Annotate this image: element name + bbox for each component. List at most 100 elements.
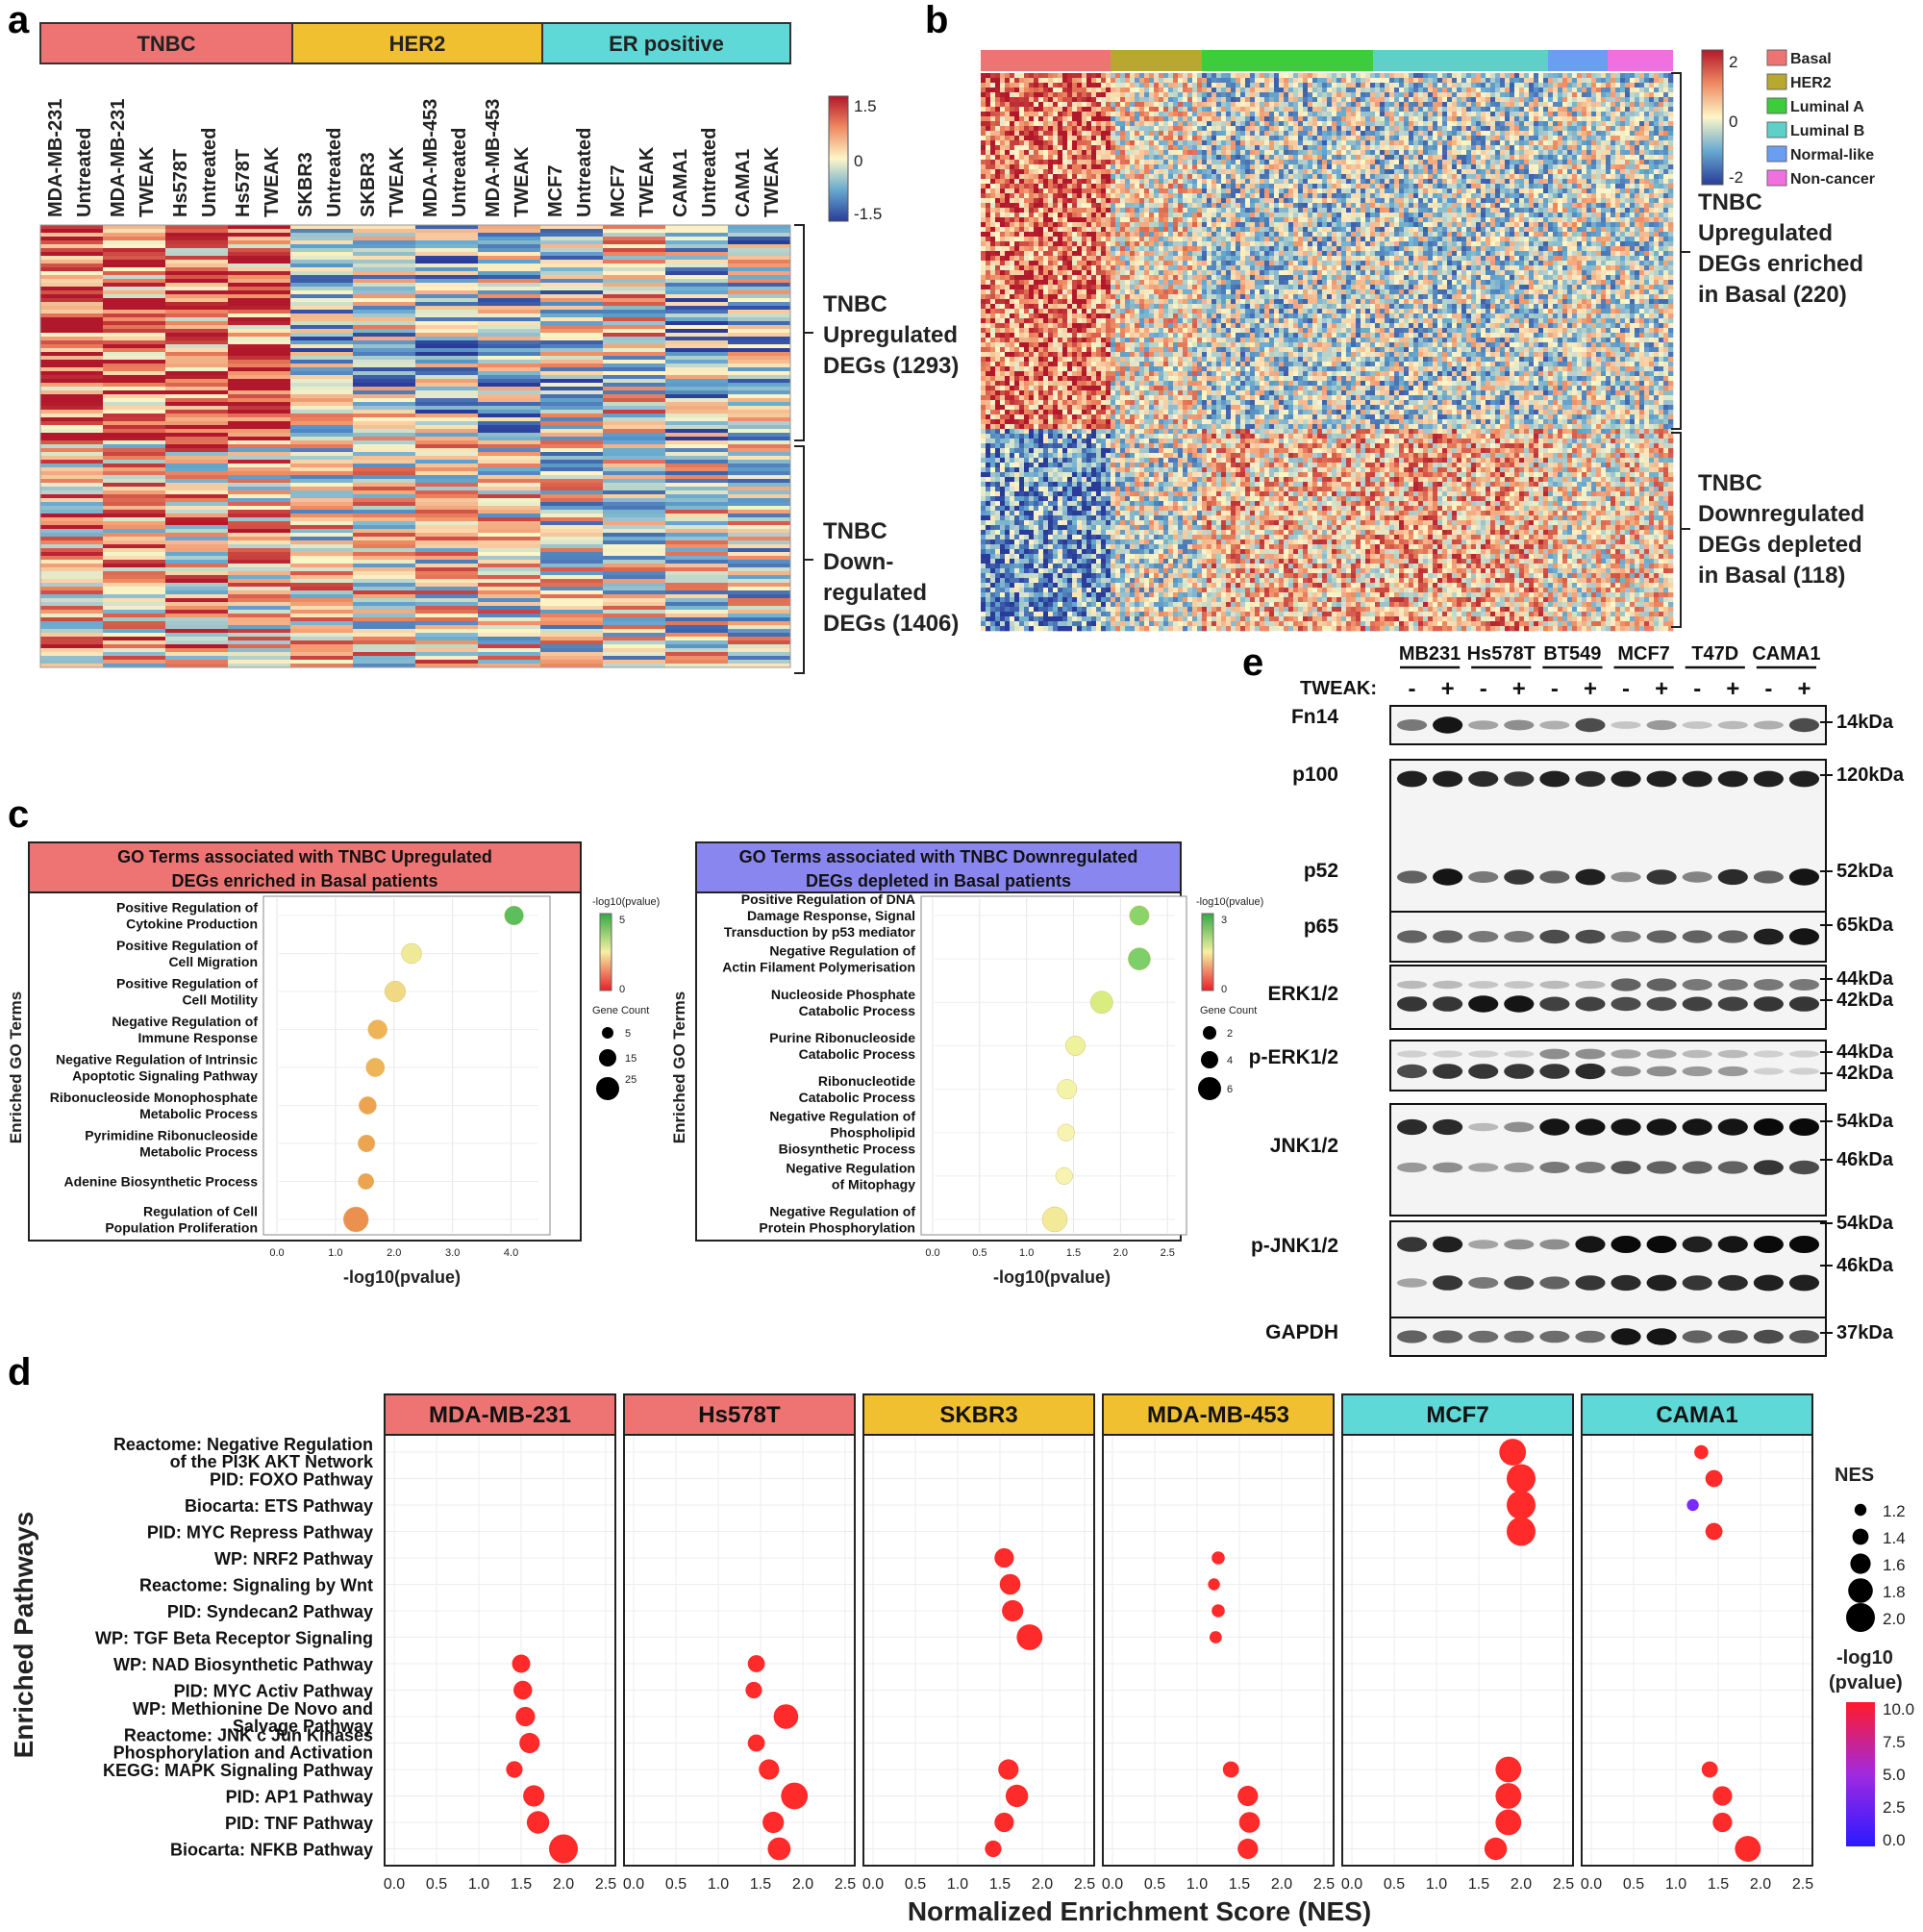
heatmap-cell — [1529, 116, 1535, 122]
heatmap-cell — [1385, 73, 1390, 79]
heatmap-cell — [1341, 160, 1347, 165]
heatmap-cell — [1375, 121, 1381, 127]
heatmap-cell — [1159, 78, 1164, 84]
heatmap-cell — [1183, 102, 1188, 108]
heatmap-cell — [1389, 131, 1395, 137]
heatmap-cell — [1471, 164, 1477, 170]
heatmap-cell — [1433, 136, 1438, 141]
heatmap-cell — [1115, 88, 1121, 93]
heatmap-cell — [1077, 188, 1083, 194]
heatmap-cell — [1529, 131, 1535, 137]
heatmap-cell — [1159, 126, 1164, 132]
heatmap-cell — [1639, 131, 1645, 137]
heatmap-cell — [1096, 174, 1102, 180]
heatmap-cell — [1029, 169, 1035, 175]
heatmap-cell — [1245, 140, 1251, 146]
heatmap-cell — [1577, 102, 1583, 108]
heatmap-cell — [1524, 112, 1530, 117]
heatmap-cell — [40, 321, 103, 326]
heatmap-cell — [1053, 112, 1059, 117]
heatmap-cell — [986, 92, 991, 98]
heatmap-cell — [1053, 92, 1059, 98]
heatmap-cell — [1620, 116, 1626, 122]
heatmap-cell — [103, 440, 165, 445]
heatmap-cell — [1168, 73, 1174, 79]
heatmap-cell — [1611, 145, 1616, 151]
heatmap-cell — [1519, 121, 1525, 127]
heatmap-cell — [1197, 184, 1203, 189]
heatmap-cell — [1529, 164, 1535, 170]
heatmap-cell — [165, 525, 228, 530]
heatmap-cell — [353, 648, 415, 653]
heatmap-cell — [1197, 126, 1203, 132]
heatmap-cell — [353, 556, 415, 561]
heatmap-cell — [1115, 112, 1121, 117]
heatmap-cell — [1529, 102, 1535, 108]
heatmap-cell — [1240, 121, 1246, 127]
heatmap-cell — [1154, 83, 1160, 88]
heatmap-cell — [353, 394, 415, 399]
heatmap-cell — [1461, 102, 1467, 108]
heatmap-cell — [478, 421, 540, 426]
heatmap-cell — [1274, 73, 1280, 79]
heatmap-cell — [1591, 136, 1597, 141]
heatmap-cell — [1486, 88, 1491, 93]
heatmap-cell — [1034, 78, 1039, 84]
heatmap-cell — [1394, 112, 1400, 117]
heatmap-cell — [540, 356, 603, 361]
heatmap-cell — [1043, 92, 1049, 98]
heatmap-cell — [1418, 121, 1424, 127]
heatmap-cell — [603, 340, 665, 345]
heatmap-cell — [228, 375, 290, 380]
heatmap-cell — [290, 571, 353, 576]
heatmap-cell — [1260, 88, 1265, 93]
heatmap-cell — [1312, 140, 1318, 146]
heatmap-cell — [1572, 83, 1578, 88]
heatmap-cell — [228, 356, 290, 361]
heatmap-cell — [540, 564, 603, 568]
heatmap-cell — [478, 321, 540, 326]
heatmap-cell — [728, 456, 790, 461]
heatmap-cell — [478, 263, 540, 268]
heatmap-cell — [1106, 73, 1111, 79]
heatmap-cell — [1572, 164, 1578, 170]
heatmap-cell — [1375, 179, 1381, 185]
heatmap-cell — [990, 116, 996, 122]
heatmap-cell — [103, 310, 165, 314]
heatmap-cell — [415, 248, 478, 253]
heatmap-cell — [1091, 145, 1097, 151]
heatmap-cell — [1250, 107, 1256, 113]
heatmap-cell — [1024, 145, 1030, 151]
heatmap-cell — [1120, 145, 1126, 151]
heatmap-cell — [103, 560, 165, 565]
heatmap-cell — [478, 483, 540, 488]
heatmap-cell — [1437, 88, 1443, 93]
heatmap-cell — [228, 610, 290, 615]
heatmap-cell — [728, 252, 790, 257]
heatmap-cell — [1322, 169, 1328, 175]
heatmap-cell — [1582, 107, 1587, 113]
heatmap-cell — [981, 131, 986, 137]
heatmap-cell — [1135, 78, 1140, 84]
heatmap-cell — [1365, 155, 1371, 161]
heatmap-cell — [1389, 136, 1395, 141]
heatmap-cell — [1591, 73, 1597, 79]
heatmap-cell — [228, 225, 290, 230]
heatmap-cell — [1538, 88, 1544, 93]
heatmap-cell — [1644, 160, 1650, 165]
heatmap-cell — [165, 317, 228, 322]
heatmap-cell — [1346, 164, 1352, 170]
heatmap-cell — [103, 348, 165, 353]
heatmap-cell — [1582, 83, 1587, 88]
heatmap-cell — [603, 656, 665, 661]
heatmap-cell — [290, 590, 353, 595]
heatmap-cell — [1178, 160, 1184, 165]
heatmap-cell — [165, 648, 228, 653]
heatmap-cell — [1322, 78, 1328, 84]
heatmap-cell — [1538, 155, 1544, 161]
heatmap-cell — [40, 594, 103, 599]
heatmap-cell — [1293, 131, 1299, 137]
heatmap-cell — [1596, 126, 1602, 132]
heatmap-cell — [1178, 179, 1184, 185]
heatmap-cell — [415, 256, 478, 261]
